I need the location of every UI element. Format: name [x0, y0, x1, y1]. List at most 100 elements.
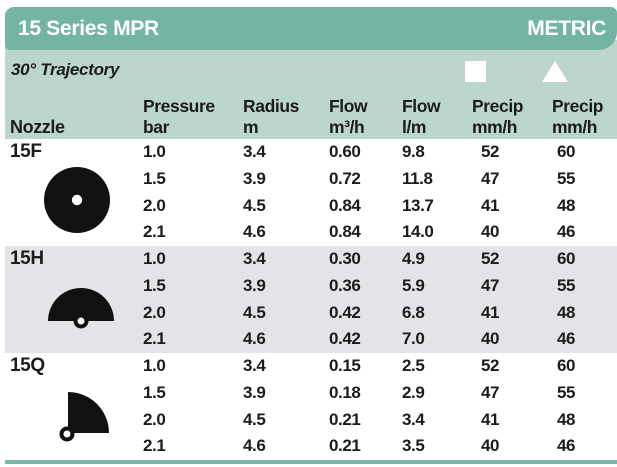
square-icon: [465, 61, 486, 82]
cell-radius-m: 3.4: [243, 356, 266, 375]
cell-flow-m3h: 0.84: [329, 195, 361, 215]
column-header-nozzle: Nozzle: [10, 117, 65, 137]
cell-pressure-bar: 1.0: [143, 249, 166, 268]
cell-flow-lm: 7.0: [402, 329, 425, 349]
nozzle-name: 15H: [10, 248, 44, 269]
cell-pressure-bar: 1.5: [143, 168, 166, 188]
cell-radius-m: 3.9: [243, 382, 266, 402]
cell-radius-m: 4.5: [243, 302, 266, 322]
cell-flow-lm: 3.4: [402, 409, 425, 429]
cell-pressure-bar: 2.1: [143, 222, 166, 242]
column-header-flow-lm: Flow l/m: [396, 96, 466, 138]
cell-radius-m: 3.9: [243, 275, 266, 295]
cell-flow-lm: 6.8: [402, 302, 425, 322]
cell-precip-triangle: 55: [557, 275, 576, 295]
cell-flow-m3h: 0.42: [329, 302, 361, 322]
cell-radius-m: 3.4: [243, 249, 266, 268]
column-header-precip-square: Precip mm/h: [466, 96, 546, 138]
cell-flow-m3h: 0.42: [329, 329, 361, 349]
table-row: 15H 1.0 3.4 0.30 4.9 52 60: [5, 246, 617, 273]
quarter-circle-icon: [54, 384, 116, 451]
table-row: 1.5 3.9 0.36 5.9 47 55: [5, 273, 617, 300]
cell-flow-lm: 3.5: [402, 436, 425, 456]
cell-precip-triangle: 48: [557, 302, 576, 322]
cell-precip-square: 40: [481, 222, 500, 242]
cell-pressure-bar: 1.0: [143, 356, 166, 375]
nozzle-name: 15F: [10, 141, 42, 162]
cell-precip-square: 52: [481, 356, 500, 375]
cell-precip-square: 52: [481, 142, 500, 161]
cell-pressure-bar: 2.0: [143, 302, 166, 322]
column-header-top-flow-lm: Flow: [402, 96, 441, 116]
cell-pressure-bar: 2.1: [143, 329, 166, 349]
cell-pressure-bar: 1.0: [143, 142, 166, 161]
cell-radius-m: 4.6: [243, 222, 266, 242]
cell-flow-lm: 2.9: [402, 382, 425, 402]
cell-flow-m3h: 0.21: [329, 436, 361, 456]
half-circle-icon: [46, 284, 116, 339]
cell-pressure-bar: 2.0: [143, 195, 166, 215]
cell-flow-lm: 13.7: [402, 195, 434, 215]
cell-precip-triangle: 60: [557, 249, 576, 268]
nozzle-section-15F: 15F 1.0 3.4 0.60 9.8 52 60 1.5 3.9 0.72 11.8 47 55 2.…: [5, 139, 617, 246]
table-row: 15F 1.0 3.4 0.60 9.8 52 60: [5, 139, 617, 166]
column-header-top-flow-m3h: Flow: [329, 96, 368, 116]
table-row: 2.1 4.6 0.42 7.0 40 46: [5, 326, 617, 353]
cell-pressure-bar: 1.5: [143, 382, 166, 402]
cell-precip-triangle: 46: [557, 222, 576, 242]
metric-label: METRIC: [527, 16, 606, 40]
cell-flow-lm: 2.5: [402, 356, 425, 375]
cell-flow-m3h: 0.15: [329, 356, 361, 375]
cell-precip-triangle: 60: [557, 356, 576, 375]
cell-flow-m3h: 0.84: [329, 222, 361, 242]
table-row: 2.0 4.5 0.21 3.4 41 48: [5, 407, 617, 434]
column-header-top-precip-square: Precip: [472, 96, 524, 116]
cell-flow-m3h: 0.60: [329, 142, 361, 161]
cell-precip-square: 40: [481, 436, 500, 456]
triangle-icon: [542, 61, 568, 82]
cell-precip-triangle: 55: [557, 382, 576, 402]
table-row: 1.5 3.9 0.18 2.9 47 55: [5, 380, 617, 407]
cell-precip-square: 52: [481, 249, 500, 268]
nozzle-section-15H: 15H 1.0 3.4 0.30 4.9 52 60 1.5 3.9 0.36 5.9 47 55 2.0…: [5, 246, 617, 353]
column-headers-row: Nozzle Pressure bar Radius m Flow m³/h Flow l/m P…: [5, 96, 617, 138]
table-body: 15F 1.0 3.4 0.60 9.8 52 60 1.5 3.9 0.72 11.8 47 55 2.…: [5, 139, 617, 460]
table-row: 2.0 4.5 0.84 13.7 41 48: [5, 193, 617, 220]
cell-precip-triangle: 55: [557, 168, 576, 188]
table-title: 15 Series MPR: [18, 16, 159, 40]
cell-precip-square: 40: [481, 329, 500, 349]
column-header-top-pressure-bar: Pressure: [143, 96, 215, 116]
column-header-top-radius-m: Radius: [243, 96, 299, 116]
cell-flow-lm: 9.8: [402, 142, 425, 161]
cell-precip-square: 41: [481, 302, 500, 322]
cell-radius-m: 4.6: [243, 436, 266, 456]
column-header-flow-m3h: Flow m³/h: [323, 96, 396, 138]
column-header-radius-m: Radius m: [237, 96, 323, 138]
cell-flow-lm: 14.0: [402, 222, 434, 242]
cell-pressure-bar: 1.5: [143, 275, 166, 295]
column-header-pressure-bar: Pressure bar: [137, 96, 237, 138]
cell-flow-m3h: 0.21: [329, 409, 361, 429]
cell-precip-triangle: 46: [557, 436, 576, 456]
nozzle-name: 15Q: [10, 355, 45, 376]
cell-precip-triangle: 60: [557, 142, 576, 161]
cell-precip-triangle: 46: [557, 329, 576, 349]
nozzle-section-15Q: 15Q 1.0 3.4 0.15 2.5 52 60 1.5 3.9 0.18 2.9 47 55 2.0…: [5, 353, 617, 460]
table-row: 2.1 4.6 0.84 14.0 40 46: [5, 219, 617, 246]
cell-flow-lm: 5.9: [402, 275, 425, 295]
cell-radius-m: 3.4: [243, 142, 266, 161]
cell-flow-m3h: 0.36: [329, 275, 361, 295]
cell-radius-m: 4.5: [243, 195, 266, 215]
cell-precip-triangle: 48: [557, 409, 576, 429]
table-row: 15Q 1.0 3.4 0.15 2.5 52 60: [5, 353, 617, 380]
cell-precip-triangle: 48: [557, 195, 576, 215]
cell-precip-square: 47: [481, 382, 500, 402]
cell-flow-m3h: 0.72: [329, 168, 361, 188]
cell-precip-square: 41: [481, 195, 500, 215]
cell-pressure-bar: 2.1: [143, 436, 166, 456]
cell-precip-square: 47: [481, 168, 500, 188]
table-row: 2.1 4.6 0.21 3.5 40 46: [5, 433, 617, 460]
cell-radius-m: 4.6: [243, 329, 266, 349]
full-circle-icon: [42, 165, 112, 240]
